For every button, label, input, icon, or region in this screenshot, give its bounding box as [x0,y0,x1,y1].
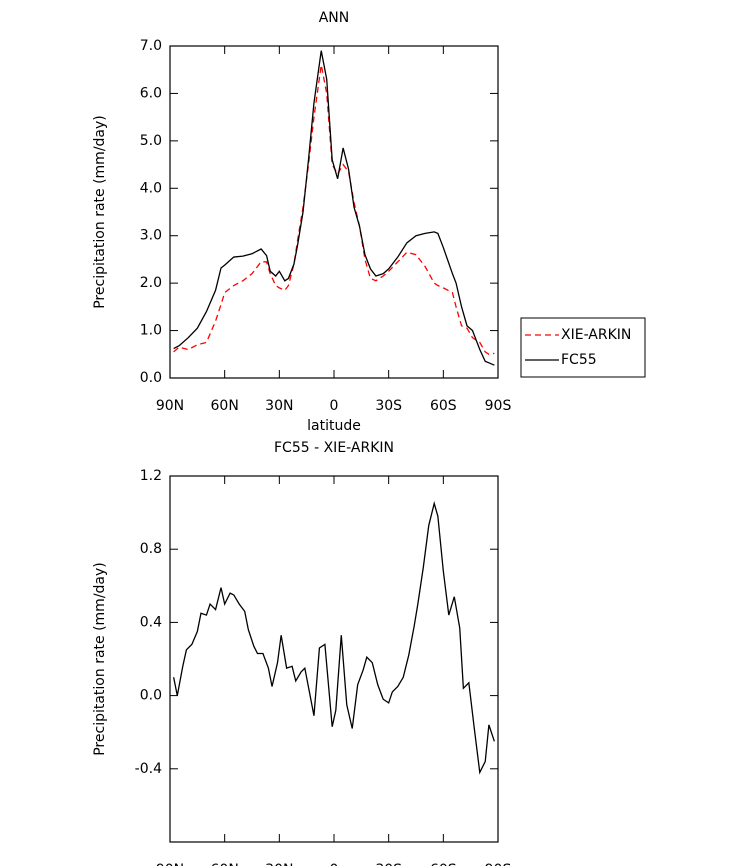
legend-label: XIE-ARKIN [561,327,631,343]
y-tick-label: 1.2 [140,468,162,484]
y-tick-label: 0.8 [140,541,162,557]
y-tick-label: -0.4 [135,761,162,777]
data-line [173,64,495,355]
y-tick-label: 2.0 [140,275,162,291]
plot-frame [169,45,499,379]
y-tick-label: 0.0 [140,370,162,386]
y-axis-label: Precipitation rate (mm/day) [92,115,108,309]
x-tick-label: 0 [330,862,339,866]
y-tick-label: 1.0 [140,323,162,339]
data-line [173,50,495,366]
y-axis-label: Precipitation rate (mm/day) [92,562,108,756]
x-tick-label: 90N [156,862,184,866]
x-tick-label: 30S [375,398,402,414]
x-tick-label: 60N [211,398,239,414]
legend-box [520,317,646,378]
y-tick-label: 3.0 [140,228,162,244]
y-tick-label: 7.0 [140,38,162,54]
x-tick-label: 30S [375,862,402,866]
y-tick-label: 6.0 [140,85,162,101]
y-tick-label: 5.0 [140,133,162,149]
x-tick-label: 30N [265,862,293,866]
y-tick-label: 4.0 [140,180,162,196]
x-tick-label: 0 [330,398,339,414]
x-tick-label: 60S [430,862,457,866]
x-tick-label: 60N [211,862,239,866]
data-line [173,500,495,775]
x-tick-label: 90N [156,398,184,414]
y-tick-label: 0.0 [140,688,162,704]
legend-label: FC55 [561,352,597,368]
x-tick-label: 30N [265,398,293,414]
y-tick-label: 0.4 [140,614,162,630]
chart-title: ANN [319,10,350,26]
x-axis-label: latitude [307,418,361,434]
plot-frame [169,475,499,843]
x-tick-label: 60S [430,398,457,414]
x-tick-label: 90S [485,862,512,866]
x-tick-label: 90S [485,398,512,414]
chart-title: FC55 - XIE-ARKIN [274,440,394,456]
